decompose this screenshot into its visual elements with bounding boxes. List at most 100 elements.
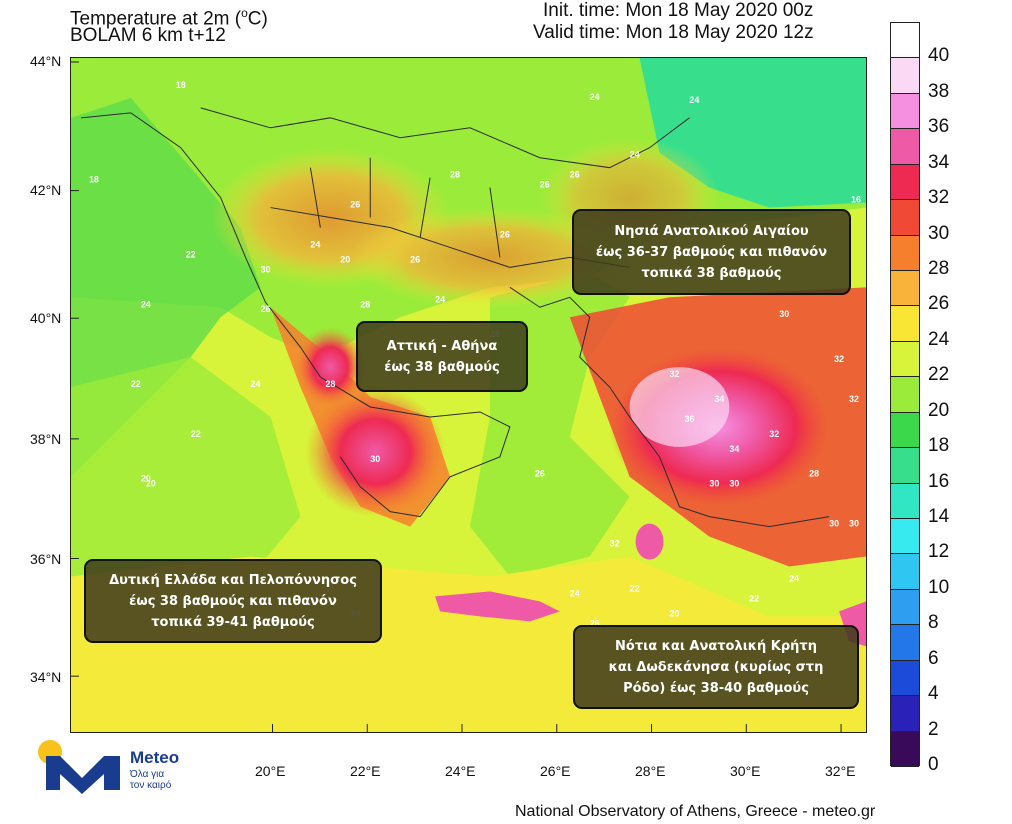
colorbar-swatch	[891, 519, 919, 555]
temperature-value-label: 20	[141, 474, 151, 484]
lon-label-30: 30°E	[730, 763, 761, 779]
colorbar-label: 40	[928, 45, 950, 67]
degree-symbol: o	[241, 6, 248, 20]
lat-label-40: 40°N	[30, 310, 62, 326]
temperature-value-label: 24	[630, 150, 640, 160]
callout-line: Νότια και Ανατολική Κρήτη	[615, 638, 817, 654]
temperature-value-label: 30	[849, 519, 859, 529]
colorbar-label: 20	[928, 399, 950, 421]
lon-label-28: 28°E	[635, 763, 666, 779]
temperature-value-label: 28	[325, 379, 335, 389]
temperature-value-label: 20	[146, 479, 156, 489]
colorbar-swatch	[891, 164, 919, 201]
lon-label-32: 32°E	[825, 763, 856, 779]
temperature-value-label: 22	[186, 249, 196, 259]
callout-crete: Νότια και Ανατολική Κρήτη και Δωδεκάνησα…	[573, 625, 859, 709]
temperature-value-label: 30	[829, 519, 839, 529]
colorbar-swatch	[891, 625, 919, 661]
colorbar-label: 12	[928, 541, 950, 563]
callout-line: έως 38 βαθμούς και πιθανόν	[129, 593, 337, 609]
temperature-value-label: 30	[709, 479, 719, 489]
lat-label-38: 38°N	[30, 431, 62, 447]
callout-line: Αττική - Αθήνα	[386, 338, 498, 354]
colorbar-swatch	[891, 93, 919, 130]
colorbar-swatch	[891, 271, 919, 307]
temperature-value-label: 34	[714, 394, 724, 404]
temperature-value-label: 18	[176, 80, 186, 90]
callout-line: τοπικά 39-41 βαθμούς	[151, 614, 315, 630]
colorbar-swatch	[891, 483, 919, 519]
colorbar-label: 26	[928, 293, 950, 315]
colorbar-label: 38	[928, 80, 950, 102]
colorbar-swatch	[891, 200, 919, 236]
temperature-value-label: 36	[684, 414, 694, 424]
temperature-value-label: 28	[809, 469, 819, 479]
temperature-value-label: 24	[689, 95, 699, 105]
temperature-value-label: 32	[769, 429, 779, 439]
cyprus-edge	[839, 601, 866, 647]
callout-line: Νησιά Ανατολικού Αιγαίου	[614, 223, 809, 239]
temperature-value-label: 16	[851, 195, 861, 205]
colorbar-swatch	[891, 235, 919, 271]
colorbar-swatch	[891, 306, 919, 342]
temperature-value-label: 26	[535, 469, 545, 479]
colorbar-label: 28	[928, 258, 950, 279]
temperature-value-label: 32	[669, 369, 679, 379]
temperature-value-label: 24	[310, 239, 320, 249]
colorbar-label: 24	[928, 328, 950, 350]
ionian-sea	[71, 357, 301, 577]
temperature-value-label: 26	[500, 229, 510, 239]
temperature-value-label: 20	[669, 608, 679, 618]
callout-line: τοπικά 38 βαθμούς	[641, 265, 782, 281]
temperature-value-label: 24	[570, 588, 580, 598]
lon-label-22: 22°E	[350, 763, 381, 779]
colorbar-swatch	[891, 23, 919, 59]
colorbar-label: 22	[928, 364, 950, 386]
footer-credit: National Observatory of Athens, Greece -…	[515, 803, 876, 820]
callout-line: Ρόδο) έως 38-40 βαθμούς	[623, 680, 809, 696]
colorbar-label: 8	[928, 612, 939, 634]
lat-label-34: 34°N	[30, 669, 62, 685]
colorbar-label: 4	[928, 683, 939, 705]
temperature-value-label: 24	[590, 92, 600, 102]
colorbar-swatch	[891, 731, 919, 767]
temperature-value-label: 32	[610, 539, 620, 549]
lat-label-42: 42°N	[30, 182, 62, 198]
colorbar-label: 0	[928, 754, 939, 775]
callout-line: και Δωδεκάνησα (κυρίως στη	[608, 659, 824, 675]
lon-label-26: 26°E	[540, 763, 571, 779]
temperature-value-label: 22	[749, 593, 759, 603]
temperature-value-label: 28	[450, 170, 460, 180]
temperature-value-label: 24	[251, 379, 261, 389]
colorbar-label: 30	[928, 222, 950, 244]
temperature-value-label: 24	[141, 299, 151, 309]
lat-label-44: 44°N	[30, 53, 62, 69]
colorbar-swatch	[891, 448, 919, 484]
colorbar-label: 6	[928, 647, 939, 669]
temperature-value-label: 30	[729, 479, 739, 489]
temperature-value-label: 30	[370, 454, 380, 464]
map-title: Temperature at 2m (oC)	[70, 2, 268, 30]
temperature-value-label: 22	[630, 583, 640, 593]
colorbar-label: 32	[928, 187, 950, 209]
epirus-hot-core	[295, 327, 366, 407]
colorbar-swatch	[891, 696, 919, 732]
borders	[80, 107, 830, 528]
temperature-value-label: 26	[590, 618, 600, 628]
init-time: Init. time: Mon 18 May 2020 00z	[543, 0, 814, 21]
temperature-value-label: 26	[350, 200, 360, 210]
colorbar-swatch	[891, 129, 919, 165]
temperature-value-label: 26	[540, 180, 550, 190]
temperature-value-label: 18	[89, 175, 99, 185]
axis-ticks	[71, 61, 842, 732]
temperature-value-label: 34	[729, 444, 739, 454]
temperature-value-label: 30	[779, 309, 789, 319]
colorbar-label: 36	[928, 116, 950, 138]
map-title-text: Temperature at 2m (	[70, 8, 242, 30]
colorbar-swatch	[891, 589, 919, 626]
colorbar-swatch	[891, 341, 919, 378]
temperature-value-label: 32	[834, 354, 844, 364]
temperature-value-label: 26	[410, 254, 420, 264]
callout-attica: Αττική - Αθήνα έως 38 βαθμούς	[356, 321, 528, 392]
lon-label-24: 24°E	[445, 763, 476, 779]
